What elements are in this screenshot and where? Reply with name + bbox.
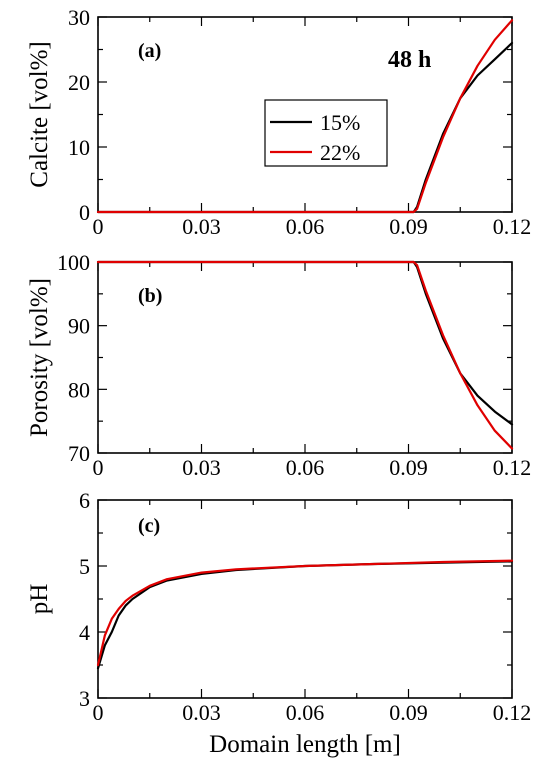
x-tick-label: 0.09	[389, 700, 428, 725]
legend-label: 22%	[320, 140, 360, 165]
ph-panel: 0 0.03 0.06 0.09 0.12 3 4 5 6 pH (c)	[26, 488, 531, 725]
x-tick-label: 0.12	[493, 700, 532, 725]
x-tick-label: 0.09	[389, 455, 428, 480]
y-tick-label: 0	[79, 200, 90, 225]
y-tick-label: 5	[79, 554, 90, 579]
y-tick-label: 20	[68, 70, 90, 95]
x-tick-label: 0.06	[286, 214, 325, 239]
y-tick-label: 100	[57, 250, 90, 275]
x-tick-label: 0	[93, 455, 104, 480]
y-tick-label: 6	[79, 488, 90, 513]
x-tick-label: 0.06	[286, 455, 325, 480]
panel-label: (a)	[138, 40, 161, 62]
porosity-y-axis-title: Porosity [vol%]	[26, 278, 53, 437]
calcite-panel: 0 0.03 0.06 0.09 0.12 0 10 20 30 Calcite [vol%] (a…	[26, 5, 531, 239]
legend-box	[264, 99, 388, 167]
panel-label: (b)	[138, 285, 162, 307]
x-tick-label: 0.12	[493, 455, 532, 480]
x-tick-label: 0.03	[182, 455, 221, 480]
y-tick-label: 90	[68, 314, 90, 339]
x-tick-label: 0.03	[182, 214, 221, 239]
x-tick-label: 0	[93, 700, 104, 725]
calcite-series-22pct	[96, 19, 514, 214]
x-tick-label: 0.12	[493, 214, 532, 239]
time-annotation: 48 h	[388, 47, 431, 73]
x-tick-label: 0	[93, 214, 104, 239]
x-tick-label: 0.06	[286, 700, 325, 725]
y-tick-label: 3	[79, 686, 90, 711]
y-tick-label: 4	[79, 620, 90, 645]
legend: 15%22%	[264, 99, 388, 167]
y-tick-label: 10	[68, 135, 90, 160]
calcite-y-axis-title: Calcite [vol%]	[26, 41, 53, 187]
ph-series-15pct	[96, 560, 514, 670]
y-tick-label: 70	[68, 441, 90, 466]
porosity-series-22pct	[96, 260, 514, 450]
ph-series-22pct	[96, 559, 514, 667]
y-tick-label: 80	[68, 377, 90, 402]
y-tick-label: 30	[68, 5, 90, 30]
ph-y-axis-title: pH	[26, 584, 53, 615]
legend-label: 15%	[320, 110, 360, 135]
x-axis-title: Domain length [m]	[209, 731, 401, 758]
panel-label: (c)	[138, 515, 160, 537]
x-tick-label: 0.03	[182, 700, 221, 725]
x-tick-label: 0.09	[389, 214, 428, 239]
